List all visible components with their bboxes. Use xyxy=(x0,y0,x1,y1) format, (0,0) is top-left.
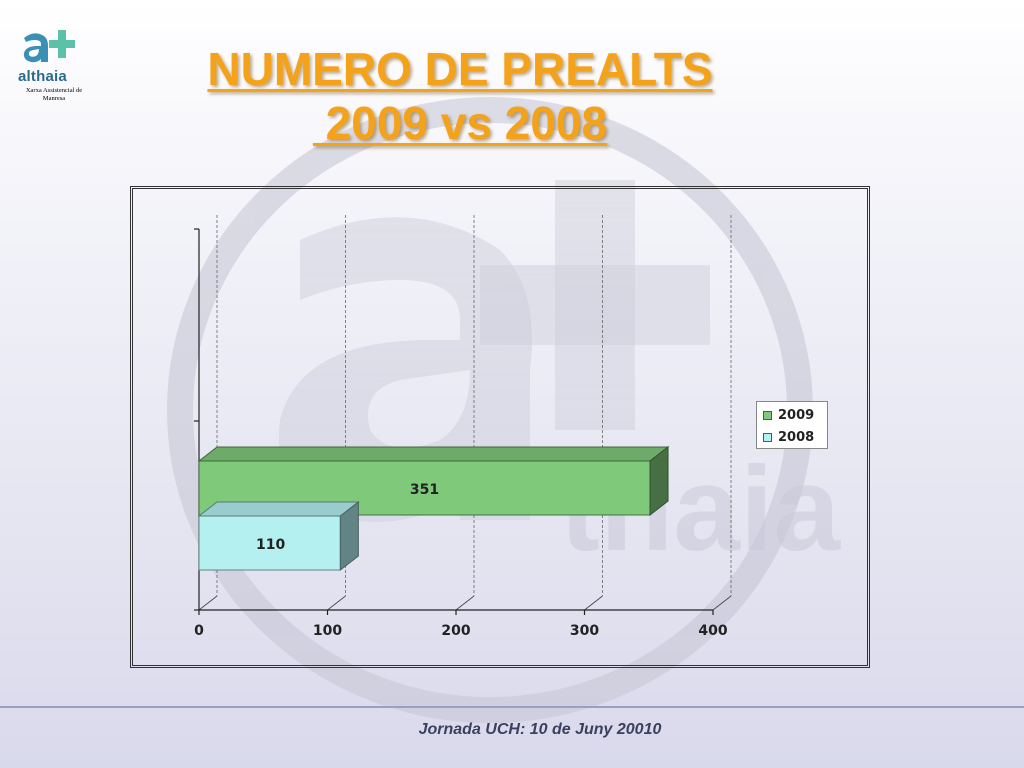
legend-swatch-2008 xyxy=(763,432,772,442)
depth-line xyxy=(455,595,475,611)
data-label-2008: 110 xyxy=(256,537,285,553)
legend-swatch-2009 xyxy=(763,410,772,420)
footer-divider xyxy=(0,706,1024,708)
depth-line xyxy=(198,595,218,611)
chart-frame xyxy=(130,186,870,668)
legend-label-2009: 2009 xyxy=(778,407,815,423)
depth-line xyxy=(712,595,732,611)
depth-line xyxy=(584,595,603,611)
legend-label-2008: 2008 xyxy=(778,429,815,445)
footer-text: Jornada UCH: 10 de Juny 20010 xyxy=(418,721,662,738)
legend-item-2009: 2009 xyxy=(763,407,814,423)
x-tick-label: 100 xyxy=(313,623,342,639)
depth-line xyxy=(327,595,346,611)
bar-side-2008 xyxy=(339,500,359,572)
bar-2008 xyxy=(198,515,341,571)
title-line-2: 2009 vs 2008 xyxy=(312,97,608,149)
logo-brand-name: althaia xyxy=(18,68,67,85)
x-tick-label: 200 xyxy=(441,623,470,639)
x-tick-label: 400 xyxy=(698,623,727,639)
slide-title: NUMERO DE PREALTS 2009 vs 2008 xyxy=(150,42,770,150)
bar-top-2009 xyxy=(197,446,670,462)
a-plus-icon xyxy=(23,30,75,63)
logo-subtitle: Xarxa Assistencial de Manresa xyxy=(25,87,83,102)
althaia-logo: althaia Xarxa Assistencial de Manresa xyxy=(18,26,113,106)
data-label-2009: 351 xyxy=(410,482,439,498)
bar-top-2008 xyxy=(197,501,360,517)
legend-item-2008: 2008 xyxy=(763,429,814,445)
x-tick-label: 0 xyxy=(194,623,204,639)
title-line-1: NUMERO DE PREALTS xyxy=(207,43,713,95)
bar-side-2009 xyxy=(649,445,669,517)
chart-legend: 2009 2008 xyxy=(756,401,828,449)
x-tick-label: 300 xyxy=(570,623,599,639)
